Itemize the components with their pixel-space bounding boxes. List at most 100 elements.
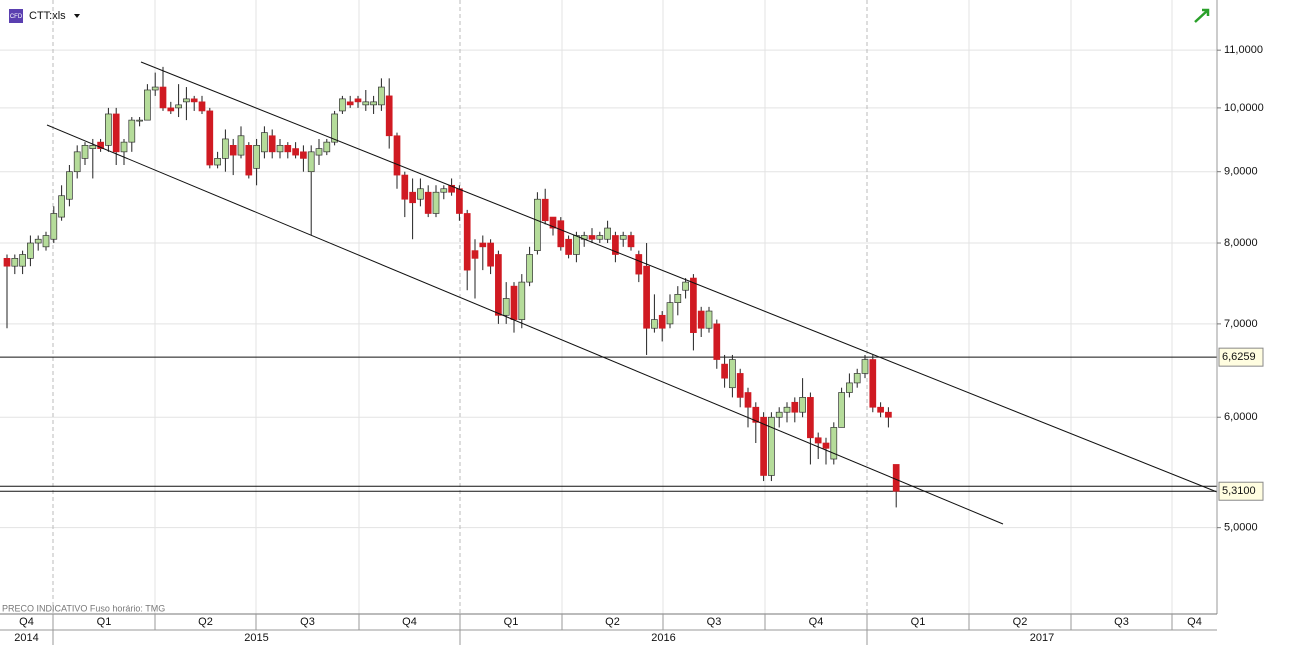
candle-body (144, 89, 151, 121)
x-quarter-label: Q4 (402, 616, 417, 628)
x-quarter-label: Q3 (707, 616, 722, 628)
candle-body (198, 101, 206, 112)
x-quarter-label: Q2 (605, 616, 620, 628)
candle-body (666, 302, 674, 325)
candle-body (385, 95, 393, 137)
candle-body (97, 141, 104, 149)
x-quarter-label: Q4 (1187, 616, 1202, 628)
candle-body (237, 135, 245, 156)
x-year-label: 2016 (651, 632, 675, 644)
candle-body (853, 373, 861, 384)
candle-body (846, 382, 853, 393)
candle-body (651, 319, 658, 329)
candle-body (292, 148, 299, 156)
candle-body (619, 235, 627, 240)
symbol-icon[interactable] (9, 9, 23, 23)
icon-label: CFD (10, 14, 23, 20)
candle-body (526, 254, 533, 283)
candle-body (393, 135, 401, 176)
candle-body (729, 359, 736, 389)
candle-body (885, 411, 892, 418)
candle-body (331, 113, 338, 143)
candle-body (183, 98, 190, 103)
x-quarter-label: Q3 (1114, 616, 1129, 628)
candle-body (206, 110, 214, 166)
candle-body (42, 235, 50, 248)
trend-icon[interactable] (1194, 8, 1210, 23)
candle-body (432, 191, 440, 214)
candle-body (541, 198, 549, 222)
candle-body (300, 151, 307, 159)
x-quarter-label: Q4 (19, 616, 34, 628)
candle-body (19, 254, 26, 267)
x-quarter-label: Q2 (198, 616, 213, 628)
candle-body (448, 184, 455, 193)
candle-body (456, 188, 463, 214)
candle-body (339, 98, 346, 112)
candle-body (151, 86, 159, 91)
level-label-box (1218, 347, 1264, 367)
candle-body (635, 254, 643, 275)
candle-body (417, 188, 424, 200)
x-quarter-label: Q2 (1013, 616, 1028, 628)
candle-body (424, 191, 432, 214)
candle-body (502, 298, 510, 316)
candle-body (869, 359, 877, 408)
candle-body (401, 174, 409, 200)
candle-body (136, 119, 143, 122)
candle-body (721, 363, 728, 379)
candle-body (323, 141, 331, 153)
candle-body (573, 235, 580, 255)
candle-body (752, 406, 760, 423)
candle-body (440, 188, 448, 193)
candle-body (378, 86, 385, 106)
candle-body (775, 411, 783, 418)
candle-body (791, 401, 799, 413)
dropdown-arrow[interactable] (74, 14, 80, 18)
candle-body (557, 220, 565, 248)
candle-body (245, 145, 253, 176)
candle-body (658, 314, 666, 329)
candle-body (892, 464, 900, 492)
footer-note: PRECO INDICATIVO Fuso horário: TMG (2, 603, 165, 613)
x-quarter-label: Q1 (504, 616, 519, 628)
y-tick-label: 7,0000 (1224, 318, 1258, 330)
candle-body (807, 397, 814, 439)
candle-body (354, 98, 362, 103)
x-year-label: 2017 (1030, 632, 1054, 644)
y-tick-label: 11,0000 (1224, 44, 1263, 56)
candle-body (697, 310, 705, 329)
y-tick-label: 5,0000 (1224, 522, 1258, 534)
candle-body (549, 216, 557, 229)
candle-body (315, 148, 323, 156)
candle-body (588, 235, 596, 240)
candle-body (58, 195, 65, 218)
symbol-name[interactable]: CTT:xls (29, 10, 66, 22)
level-label: 6,6259 (1222, 351, 1256, 363)
candle-body (682, 281, 689, 291)
candle-body (463, 213, 471, 271)
candle-body (159, 86, 167, 109)
x-quarter-label: Q1 (97, 616, 112, 628)
candle-body (830, 427, 838, 460)
x-quarter-label: Q1 (911, 616, 926, 628)
candle-body (510, 285, 518, 320)
candle-body (253, 145, 260, 169)
candle-body (534, 198, 541, 251)
candle-body (838, 392, 845, 428)
candle-body (736, 373, 744, 398)
y-tick-label: 6,0000 (1224, 411, 1258, 423)
candle-body (643, 265, 650, 329)
candle-body (409, 191, 416, 204)
candle-body (222, 138, 229, 159)
candle-body (81, 145, 89, 159)
candle-body (307, 151, 315, 173)
candle-body (190, 98, 198, 103)
candle-body (89, 145, 97, 149)
candle-body (229, 145, 237, 156)
candle-body (596, 235, 604, 240)
candle-body (50, 213, 58, 240)
candle-body (346, 101, 354, 106)
candle-body (744, 392, 752, 408)
